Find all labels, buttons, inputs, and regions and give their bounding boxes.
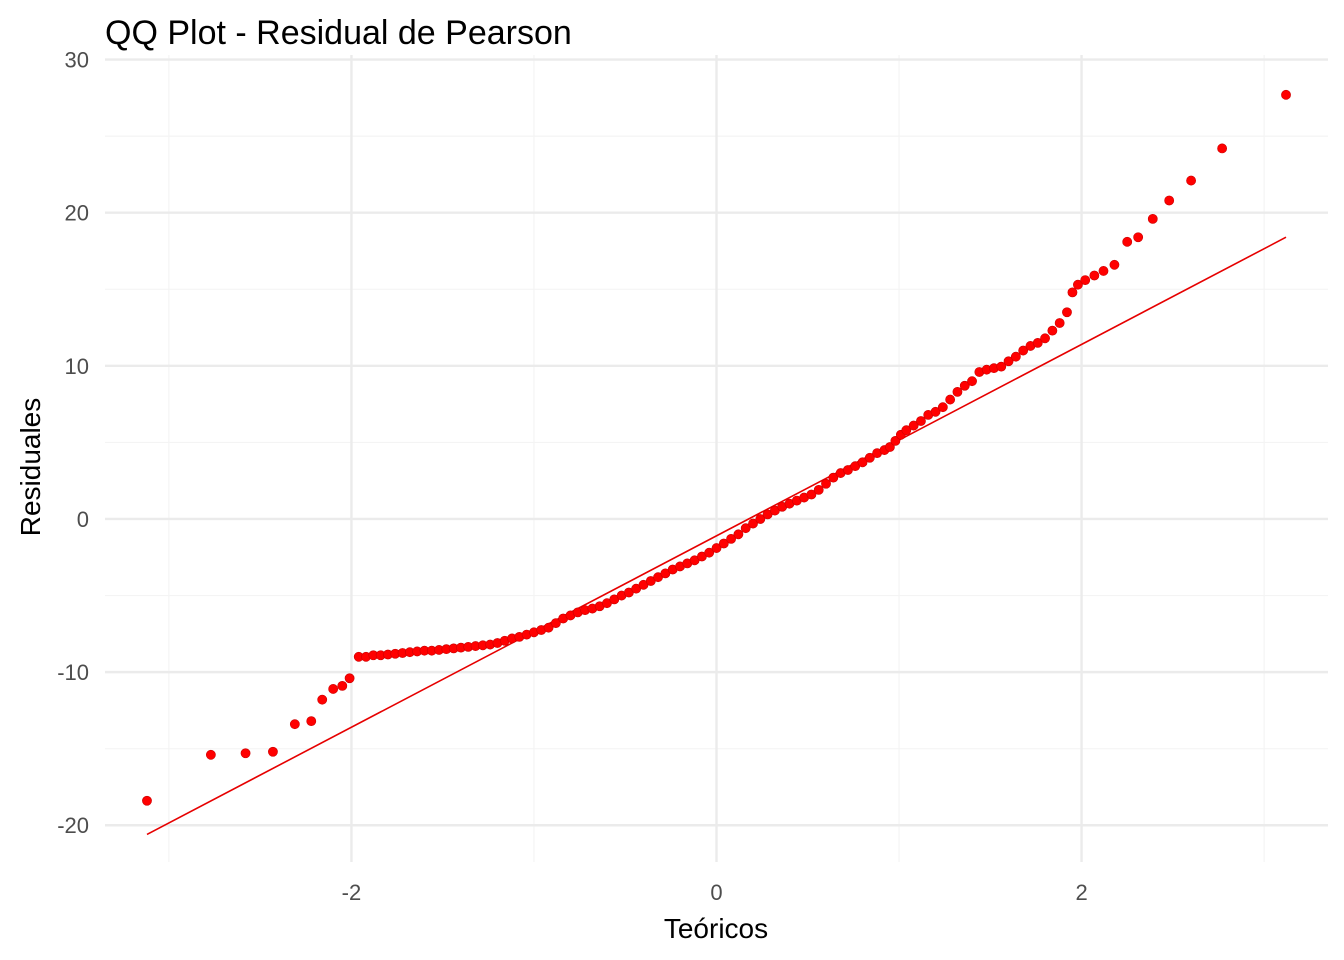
y-tick-labels: -20 -10 0 10 20 30 bbox=[57, 48, 89, 839]
data-point-80 bbox=[864, 452, 875, 463]
data-point-109 bbox=[1067, 287, 1078, 298]
y-tick-label-4: 20 bbox=[65, 201, 89, 226]
x-axis-title: Teóricos bbox=[664, 913, 768, 944]
points-layer bbox=[142, 89, 1291, 806]
grid-major-lines bbox=[105, 55, 1328, 862]
data-point-9 bbox=[344, 673, 355, 684]
data-point-79 bbox=[857, 457, 868, 468]
data-point-75 bbox=[828, 472, 839, 483]
data-point-101 bbox=[1010, 351, 1021, 362]
data-point-104 bbox=[1032, 337, 1043, 348]
data-point-112 bbox=[1089, 270, 1100, 281]
x-tick-label-2: 2 bbox=[1075, 880, 1087, 905]
data-point-91 bbox=[937, 402, 948, 413]
data-point-86 bbox=[901, 425, 912, 436]
data-point-36 bbox=[543, 622, 554, 633]
data-point-118 bbox=[1164, 195, 1175, 206]
data-point-63 bbox=[740, 523, 751, 534]
data-point-121 bbox=[1281, 89, 1291, 100]
data-point-117 bbox=[1147, 213, 1158, 224]
data-point-119 bbox=[1186, 175, 1196, 186]
data-point-62 bbox=[733, 529, 744, 540]
data-point-5 bbox=[306, 716, 317, 727]
data-point-87 bbox=[908, 420, 919, 431]
data-point-95 bbox=[967, 376, 977, 387]
data-point-113 bbox=[1098, 266, 1109, 276]
data-point-92 bbox=[945, 394, 956, 405]
data-point-120 bbox=[1217, 143, 1228, 154]
data-point-108 bbox=[1062, 307, 1072, 318]
data-point-105 bbox=[1040, 333, 1050, 344]
data-point-107 bbox=[1054, 318, 1065, 328]
data-point-74 bbox=[821, 478, 831, 489]
reference-line-layer bbox=[146, 236, 1287, 836]
data-point-0 bbox=[142, 795, 152, 806]
chart-title: QQ Plot - Residual de Pearson bbox=[105, 14, 572, 52]
data-point-4 bbox=[289, 719, 300, 730]
data-point-7 bbox=[328, 684, 339, 694]
data-point-110 bbox=[1073, 279, 1083, 290]
data-point-84 bbox=[890, 435, 901, 446]
data-point-37 bbox=[550, 618, 561, 629]
x-tick-labels: -2 0 2 bbox=[342, 880, 1088, 905]
data-point-2 bbox=[240, 748, 251, 759]
y-tick-label-0: -20 bbox=[57, 813, 89, 838]
data-point-59 bbox=[711, 543, 722, 553]
data-point-3 bbox=[268, 746, 278, 757]
data-point-94 bbox=[959, 380, 970, 391]
data-point-83 bbox=[885, 442, 895, 452]
data-point-100 bbox=[1003, 356, 1014, 367]
data-point-73 bbox=[813, 484, 824, 495]
data-point-65 bbox=[755, 514, 766, 524]
reference-line bbox=[146, 236, 1287, 836]
y-tick-label-5: 30 bbox=[65, 48, 89, 73]
data-point-90 bbox=[930, 406, 941, 417]
data-point-60 bbox=[718, 538, 729, 549]
data-point-64 bbox=[748, 518, 758, 529]
data-point-114 bbox=[1109, 259, 1120, 270]
data-point-116 bbox=[1133, 232, 1144, 243]
data-point-93 bbox=[952, 386, 963, 397]
y-tick-label-3: 10 bbox=[65, 354, 89, 379]
data-point-58 bbox=[704, 547, 715, 558]
data-point-6 bbox=[317, 694, 328, 705]
data-point-88 bbox=[916, 416, 926, 426]
data-point-1 bbox=[205, 749, 216, 760]
y-axis-title: Residuales bbox=[15, 398, 46, 537]
data-point-8 bbox=[337, 680, 348, 691]
data-point-102 bbox=[1018, 345, 1029, 356]
data-point-111 bbox=[1080, 275, 1091, 286]
data-point-72 bbox=[806, 489, 817, 500]
data-point-106 bbox=[1047, 325, 1058, 336]
x-tick-label-1: 0 bbox=[710, 880, 722, 905]
y-tick-label-2: 0 bbox=[77, 507, 89, 532]
data-point-61 bbox=[726, 533, 737, 544]
x-tick-label-0: -2 bbox=[342, 880, 362, 905]
data-point-115 bbox=[1122, 236, 1133, 247]
y-tick-label-1: -10 bbox=[57, 660, 89, 685]
data-point-99 bbox=[996, 361, 1007, 372]
